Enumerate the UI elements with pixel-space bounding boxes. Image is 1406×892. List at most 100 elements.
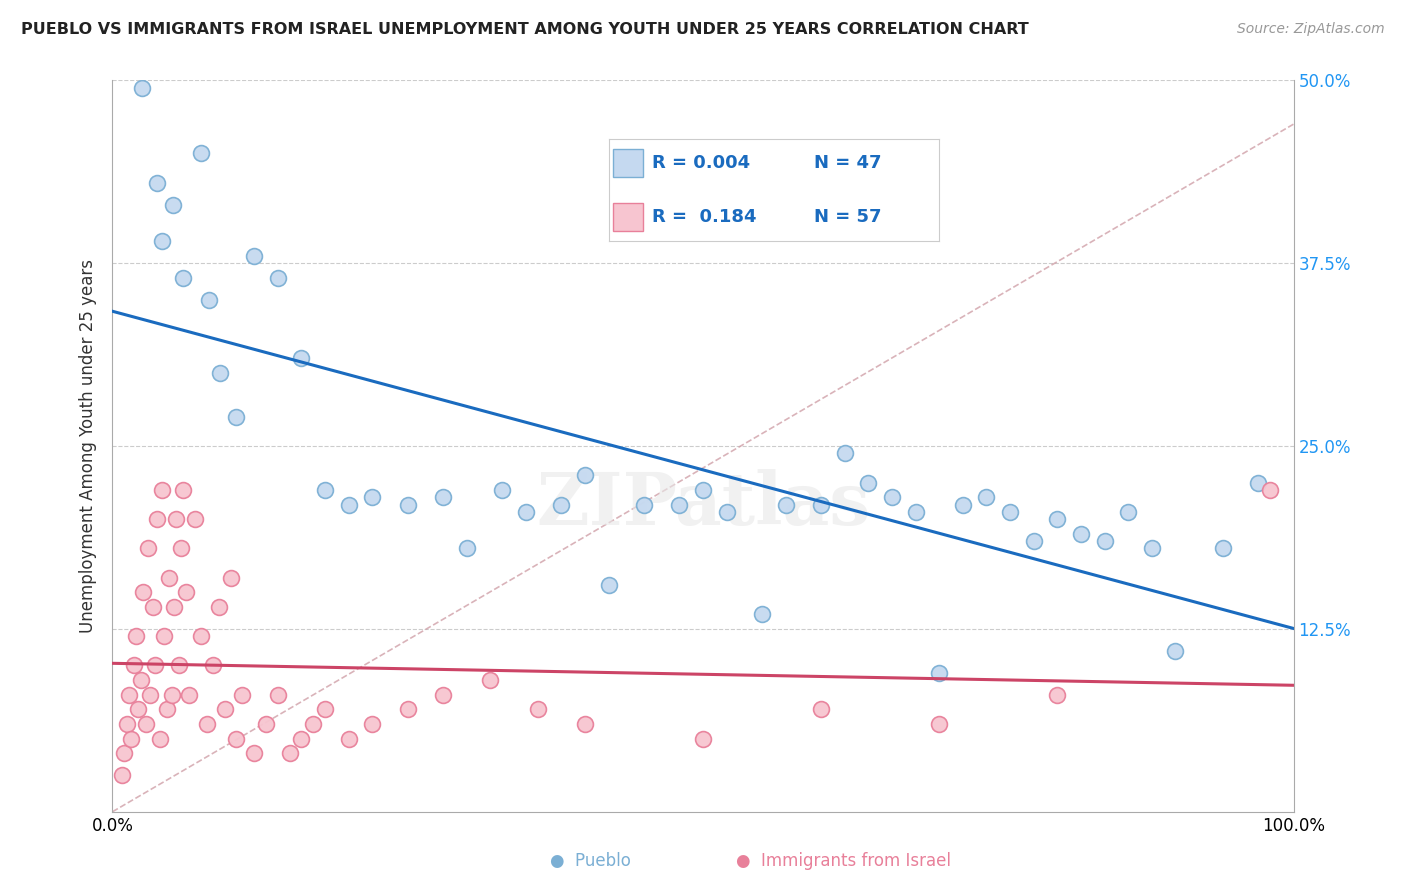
Point	[201, 658, 224, 673]
Point	[165, 512, 187, 526]
Point	[1070, 526, 1092, 541]
Point	[668, 498, 690, 512]
Point	[834, 446, 856, 460]
Point	[396, 498, 419, 512]
Point	[135, 717, 157, 731]
Point	[170, 541, 193, 556]
Point	[361, 717, 384, 731]
Point	[122, 658, 145, 673]
Point	[167, 658, 190, 673]
Point	[219, 571, 242, 585]
Point	[208, 599, 231, 614]
Point	[225, 731, 247, 746]
Point	[115, 717, 138, 731]
Point	[456, 541, 478, 556]
Point	[692, 731, 714, 746]
Point	[290, 351, 312, 366]
Point	[118, 688, 141, 702]
FancyBboxPatch shape	[613, 202, 643, 231]
Point	[928, 665, 950, 680]
FancyBboxPatch shape	[613, 149, 643, 178]
Point	[190, 146, 212, 161]
Point	[214, 702, 236, 716]
Point	[479, 673, 502, 687]
Text: ●  Pueblo: ● Pueblo	[550, 852, 631, 870]
Text: ●  Immigrants from Israel: ● Immigrants from Israel	[737, 852, 950, 870]
Point	[314, 702, 336, 716]
Point	[396, 702, 419, 716]
Point	[491, 483, 513, 497]
Point	[254, 717, 277, 731]
Point	[716, 505, 738, 519]
Point	[112, 746, 135, 760]
Point	[190, 629, 212, 643]
Point	[172, 483, 194, 497]
Point	[225, 409, 247, 424]
Point	[810, 498, 832, 512]
Point	[195, 717, 218, 731]
Point	[157, 571, 180, 585]
Point	[146, 512, 169, 526]
Text: N = 47: N = 47	[814, 154, 882, 172]
Point	[243, 249, 266, 263]
Point	[132, 585, 155, 599]
Point	[904, 505, 927, 519]
Point	[1212, 541, 1234, 556]
Y-axis label: Unemployment Among Youth under 25 years: Unemployment Among Youth under 25 years	[79, 259, 97, 633]
Point	[131, 80, 153, 95]
Point	[139, 688, 162, 702]
Point	[1046, 512, 1069, 526]
Point	[243, 746, 266, 760]
Point	[160, 688, 183, 702]
Point	[337, 731, 360, 746]
Point	[143, 658, 166, 673]
Point	[526, 702, 548, 716]
Point	[928, 717, 950, 731]
Point	[1258, 483, 1281, 497]
Point	[163, 599, 186, 614]
Point	[129, 673, 152, 687]
Point	[172, 270, 194, 285]
Point	[125, 629, 148, 643]
Point	[142, 599, 165, 614]
Point	[174, 585, 197, 599]
Point	[751, 607, 773, 622]
Point	[267, 688, 290, 702]
Text: Source: ZipAtlas.com: Source: ZipAtlas.com	[1237, 22, 1385, 37]
Text: PUEBLO VS IMMIGRANTS FROM ISRAEL UNEMPLOYMENT AMONG YOUTH UNDER 25 YEARS CORRELA: PUEBLO VS IMMIGRANTS FROM ISRAEL UNEMPLO…	[21, 22, 1029, 37]
Point	[858, 475, 880, 490]
Point	[1164, 644, 1187, 658]
Point	[179, 688, 201, 702]
Point	[1022, 534, 1045, 549]
Point	[952, 498, 974, 512]
Point	[150, 483, 173, 497]
Point	[515, 505, 537, 519]
Point	[598, 578, 620, 592]
Point	[267, 270, 290, 285]
Point	[136, 541, 159, 556]
Point	[337, 498, 360, 512]
Point	[998, 505, 1021, 519]
Point	[153, 629, 176, 643]
Point	[1140, 541, 1163, 556]
Point	[302, 717, 325, 731]
Point	[162, 197, 184, 211]
Point	[208, 366, 231, 380]
Point	[432, 688, 454, 702]
Point	[775, 498, 797, 512]
Point	[432, 490, 454, 504]
Point	[290, 731, 312, 746]
Text: ZIPatlas: ZIPatlas	[536, 469, 870, 540]
Point	[278, 746, 301, 760]
Point	[150, 234, 173, 248]
Point	[231, 688, 253, 702]
Point	[156, 702, 179, 716]
Point	[1247, 475, 1270, 490]
Text: N = 57: N = 57	[814, 208, 882, 227]
Point	[810, 702, 832, 716]
Text: R = 0.004: R = 0.004	[651, 154, 749, 172]
Point	[1116, 505, 1139, 519]
Point	[127, 702, 149, 716]
Point	[146, 176, 169, 190]
Point	[692, 483, 714, 497]
